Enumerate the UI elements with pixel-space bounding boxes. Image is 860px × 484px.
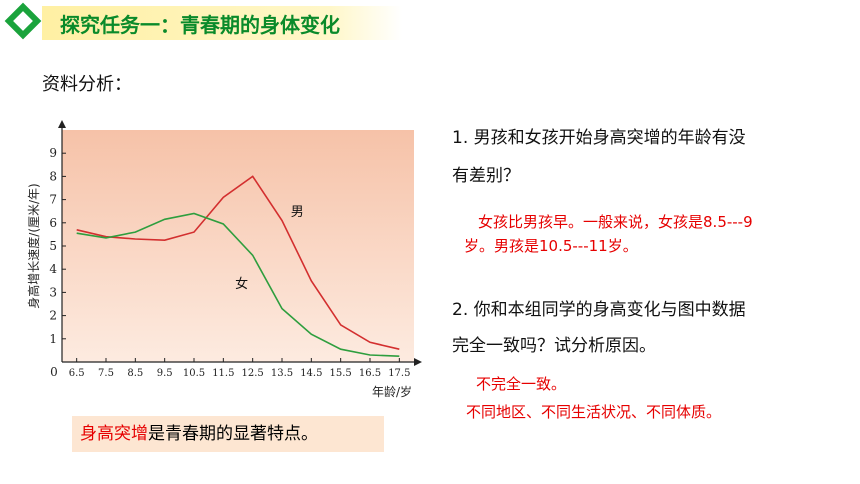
x-axis-arrow xyxy=(414,358,422,366)
answer-2: 不完全一致。 不同地区、不同生活状况、不同体质。 xyxy=(466,372,721,424)
answer-2-line-2: 不同地区、不同生活状况、不同体质。 xyxy=(466,403,722,421)
x-axis-label: 年龄/岁 xyxy=(372,384,412,399)
series-line-male xyxy=(76,175,400,350)
y-tick-label: 7 xyxy=(49,193,57,207)
question-1-line-1: 1. 男孩和女孩开始身高突增的年龄有没 xyxy=(452,128,746,148)
series-label-male: 男 xyxy=(291,205,304,220)
question-2-line-1: 2. 你和本组同学的身高变化与图中数据 xyxy=(452,300,746,320)
origin-label: 0 xyxy=(50,365,58,379)
question-2: 2. 你和本组同学的身高变化与图中数据 完全一致吗？试分析原因。 xyxy=(452,294,746,362)
answer-2-line-1: 不完全一致。 xyxy=(476,375,567,393)
y-axis-label: 身高增长速度/(厘米/年) xyxy=(26,183,41,308)
answer-1-line-2: 岁。男孩是10.5---11岁。 xyxy=(464,237,638,255)
conclusion-box: 身高突增是青春期的显著特点。 xyxy=(72,416,384,452)
y-tick-label: 9 xyxy=(49,146,57,160)
growth-chart: 1 2 3 4 5 6 7 8 9 6.5 7.5 8.5 9.5 10.5 11.5 12.5 13.5 14.… xyxy=(18,118,422,400)
y-tick-label: 1 xyxy=(49,332,57,346)
y-tick-label: 2 xyxy=(49,309,57,323)
conclusion-text: 是青春期的显著特点。 xyxy=(148,424,318,444)
x-tick-label: 8.5 xyxy=(127,368,143,379)
page-title: 探究任务一：青春期的身体变化 xyxy=(60,13,340,37)
answer-1-line-1: 女孩比男孩早。一般来说，女孩是8.5---9 xyxy=(478,213,753,231)
x-tick-label: 9.5 xyxy=(157,368,173,379)
y-tick-label: 4 xyxy=(49,262,57,276)
x-tick-label: 12.5 xyxy=(242,368,264,379)
y-tick-label: 3 xyxy=(49,285,57,299)
x-tick-label: 17.5 xyxy=(388,368,410,379)
section-label: 资料分析： xyxy=(42,74,132,95)
question-2-line-2: 完全一致吗？试分析原因。 xyxy=(452,336,656,356)
conclusion-highlight: 身高突增 xyxy=(80,424,148,444)
answer-1: 女孩比男孩早。一般来说，女孩是8.5---9 岁。男孩是10.5---11岁。 xyxy=(464,210,753,258)
y-tick-label: 6 xyxy=(49,216,57,230)
x-tick-label: 6.5 xyxy=(69,368,85,379)
y-axis-arrow xyxy=(58,120,66,128)
x-tick-label: 13.5 xyxy=(271,368,293,379)
question-1-line-2: 有差别？ xyxy=(452,166,520,186)
x-tick-label: 7.5 xyxy=(98,368,114,379)
plot-background xyxy=(62,130,414,362)
y-tick-label: 5 xyxy=(49,239,57,253)
x-tick-label: 15.5 xyxy=(330,368,352,379)
x-tick-label: 14.5 xyxy=(300,368,322,379)
chart-svg: 1 2 3 4 5 6 7 8 9 6.5 7.5 8.5 9.5 10.5 11.5 12.5 13.5 14.… xyxy=(26,120,422,399)
diamond-icon xyxy=(4,2,42,40)
x-tick-label: 16.5 xyxy=(359,368,381,379)
series-label-female: 女 xyxy=(235,276,248,292)
x-tick-label: 10.5 xyxy=(183,368,205,379)
x-tick-label: 11.5 xyxy=(212,368,234,379)
title-banner xyxy=(42,6,402,40)
header: 探究任务一：青春期的身体变化 xyxy=(0,0,860,48)
question-1: 1. 男孩和女孩开始身高突增的年龄有没 有差别？ xyxy=(452,122,746,192)
series-line-female xyxy=(76,212,400,357)
y-tick-label: 8 xyxy=(49,169,57,183)
